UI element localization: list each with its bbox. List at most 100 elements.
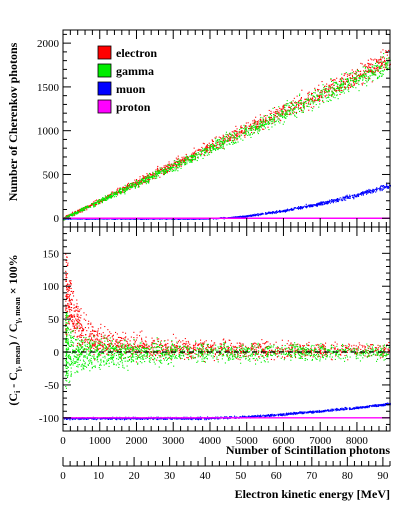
top-point-gamma xyxy=(315,92,316,93)
top-point-gamma xyxy=(251,126,252,127)
top-point-electron xyxy=(309,92,310,93)
bottom-point-electron xyxy=(88,323,89,324)
top-point-gamma xyxy=(330,78,331,79)
top-point-electron xyxy=(258,122,259,123)
top-point-gamma xyxy=(319,99,320,100)
top-point-gamma xyxy=(132,183,133,184)
bottom-point-electron xyxy=(276,347,277,348)
top-point-gamma xyxy=(155,178,156,179)
top-point-gamma xyxy=(359,80,360,81)
top-point-muon xyxy=(365,191,366,192)
bottom-point-electron xyxy=(362,345,363,346)
top-point-gamma xyxy=(351,84,352,85)
top-point-electron xyxy=(280,110,281,111)
top-point-electron xyxy=(322,101,323,102)
top-point-electron xyxy=(92,205,93,206)
top-point-muon xyxy=(285,210,286,211)
bottom-point-electron xyxy=(82,328,83,329)
top-point-gamma xyxy=(178,161,179,162)
top-point-electron xyxy=(234,130,235,131)
top-point-gamma xyxy=(193,156,194,157)
top-point-gamma xyxy=(368,76,369,77)
top-point-gamma xyxy=(346,79,347,80)
top-point-gamma xyxy=(230,134,231,135)
top-point-gamma xyxy=(160,171,161,172)
top-point-electron xyxy=(318,96,319,97)
top-point-gamma xyxy=(286,105,287,106)
top-point-gamma xyxy=(355,73,356,74)
top-point-gamma xyxy=(139,182,140,183)
top-point-gamma xyxy=(124,193,125,194)
top-point-gamma xyxy=(287,114,288,115)
top-point-muon xyxy=(246,216,247,217)
bottom-point-electron xyxy=(188,357,189,358)
top-point-gamma xyxy=(234,137,235,138)
top-point-gamma xyxy=(328,94,329,95)
top-point-electron xyxy=(95,200,96,201)
top-point-gamma xyxy=(149,173,150,174)
top-point-gamma xyxy=(88,207,89,208)
top-point-gamma xyxy=(296,105,297,106)
bottom-point-electron xyxy=(240,346,241,347)
bottom-point-electron xyxy=(291,346,292,347)
top-point-gamma xyxy=(125,189,126,190)
top-point-muon xyxy=(369,192,370,193)
top-point-muon xyxy=(383,185,384,186)
top-point-electron xyxy=(268,127,269,128)
top-point-gamma xyxy=(316,95,317,96)
top-point-gamma xyxy=(362,79,363,80)
top-point-gamma xyxy=(333,97,334,98)
top-point-gamma xyxy=(352,86,353,87)
top-point-gamma xyxy=(148,181,149,182)
top-point-gamma xyxy=(219,142,220,143)
bottom-point-electron xyxy=(141,345,142,346)
top-point-gamma xyxy=(246,129,247,130)
top-point-gamma xyxy=(371,69,372,70)
top-point-gamma xyxy=(366,85,367,86)
bottom-point-electron xyxy=(264,350,265,351)
top-point-gamma xyxy=(129,184,130,185)
bottom-point-electron xyxy=(348,346,349,347)
bottom-point-electron xyxy=(358,346,359,347)
top-point-gamma xyxy=(342,84,343,85)
top-point-gamma xyxy=(292,112,293,113)
top-point-gamma xyxy=(253,125,254,126)
top-point-gamma xyxy=(172,165,173,166)
top-point-muon xyxy=(373,192,374,193)
top-point-gamma xyxy=(322,97,323,98)
top-point-gamma xyxy=(369,70,370,71)
top-point-gamma xyxy=(87,206,88,207)
bottom-point-electron xyxy=(204,352,205,353)
top-point-gamma xyxy=(272,121,273,122)
top-point-gamma xyxy=(252,128,253,129)
top-point-muon xyxy=(270,212,271,213)
top-point-gamma xyxy=(156,178,157,179)
top-point-gamma xyxy=(349,83,350,84)
top-point-gamma xyxy=(113,195,114,196)
bottom-point-electron xyxy=(69,299,70,300)
top-point-gamma xyxy=(130,186,131,187)
top-point-gamma xyxy=(174,160,175,161)
top-point-electron xyxy=(257,121,258,122)
top-point-electron xyxy=(350,87,351,88)
top-point-gamma xyxy=(99,199,100,200)
bottom-point-electron xyxy=(288,350,289,351)
top-point-gamma xyxy=(377,62,378,63)
top-point-electron xyxy=(352,75,353,76)
top-point-electron xyxy=(169,171,170,172)
top-point-gamma xyxy=(104,198,105,199)
top-point-gamma xyxy=(271,115,272,116)
top-point-gamma xyxy=(72,214,73,215)
bottom-point-electron xyxy=(65,308,66,309)
bottom-point-electron xyxy=(376,347,377,348)
bottom-point-electron xyxy=(119,347,120,348)
top-point-electron xyxy=(209,143,210,144)
top-point-gamma xyxy=(204,154,205,155)
top-point-electron xyxy=(380,62,381,63)
top-point-gamma xyxy=(215,150,216,151)
bottom-point-electron xyxy=(335,349,336,350)
top-point-gamma xyxy=(337,84,338,85)
bottom-point-electron xyxy=(265,355,266,356)
top-point-electron xyxy=(354,84,355,85)
